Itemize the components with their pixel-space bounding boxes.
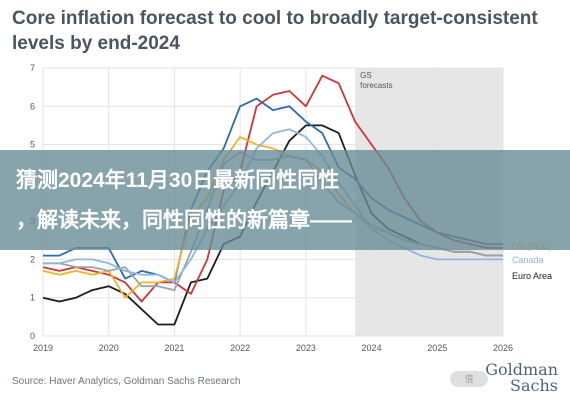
overlay-line-2: ，解读未来，同性同性的新篇章—— xyxy=(16,209,352,232)
overlay-banner: 猜测2024年11月30日最新同性同性 ，解读未来，同性同性的新篇章—— xyxy=(0,150,570,250)
source-note: Source: Haver Analytics, Goldman Sachs R… xyxy=(12,376,241,387)
x-tick-label: 2026 xyxy=(493,343,513,353)
y-tick-label: 5 xyxy=(30,140,35,150)
series-line-canada xyxy=(43,128,503,284)
overlay-line-1: 猜测2024年11月30日最新同性同性 xyxy=(16,169,340,192)
x-tick-label: 2019 xyxy=(33,343,53,353)
x-tick-label: 2023 xyxy=(296,343,316,353)
chart-title: Core inflation forecast to cool to broad… xyxy=(12,8,538,54)
x-tick-label: 2022 xyxy=(230,343,250,353)
legend-label-euro-area: Euro Area xyxy=(512,271,552,281)
x-tick-label: 2024 xyxy=(362,343,382,353)
y-tick-label: 1 xyxy=(30,293,35,303)
y-tick-label: 6 xyxy=(30,101,35,111)
goldman-sachs-logo: Goldman Sachs xyxy=(485,360,558,395)
y-tick-label: 0 xyxy=(30,331,35,341)
x-tick-label: 2021 xyxy=(164,343,184,353)
x-tick-label: 2020 xyxy=(99,343,119,353)
forecast-annotation: GS xyxy=(360,71,372,80)
x-tick-label: 2025 xyxy=(427,343,447,353)
watermark-badge: 值 xyxy=(450,371,488,387)
y-tick-label: 2 xyxy=(30,254,35,264)
legend-label-canada: Canada xyxy=(512,255,544,265)
forecast-annotation: forecasts xyxy=(360,81,392,90)
y-tick-label: 7 xyxy=(30,63,35,73)
